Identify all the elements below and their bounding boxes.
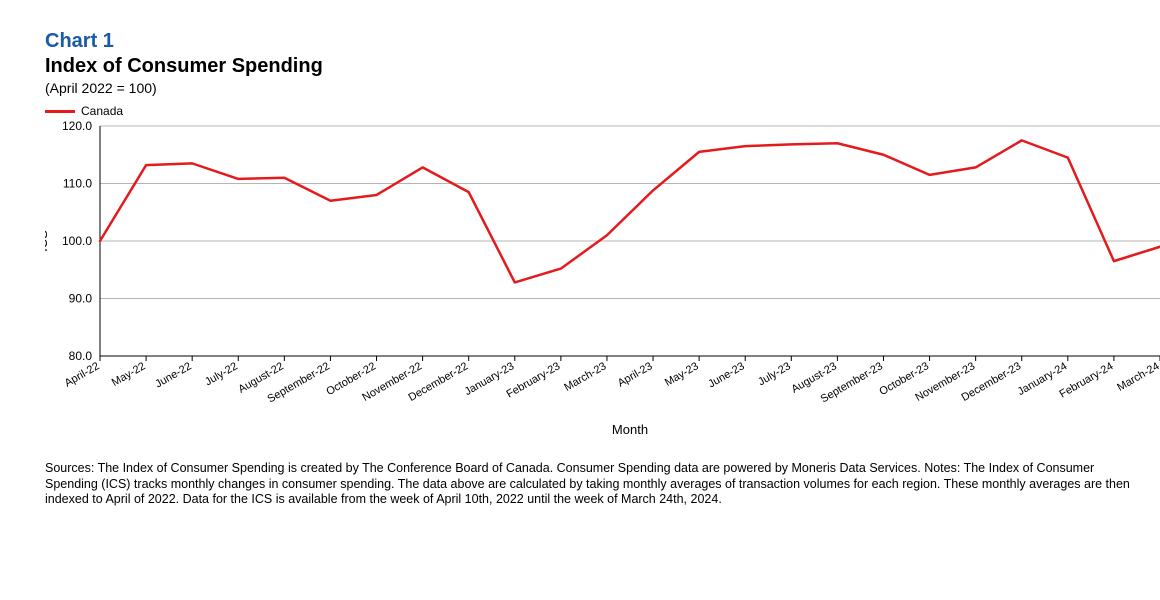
y-axis-label: ICS: [45, 230, 50, 252]
legend: Canada: [45, 104, 1140, 118]
chart-number: Chart 1: [45, 30, 1140, 53]
footnote: Sources: The Index of Consumer Spending …: [45, 461, 1140, 508]
x-tick-label: July-23: [756, 360, 793, 388]
y-tick-label: 80.0: [69, 349, 93, 363]
x-tick-label: June-22: [153, 360, 193, 390]
x-axis-label: Month: [612, 422, 648, 437]
x-tick-label: April-22: [63, 360, 102, 389]
x-tick-label: June-23: [706, 360, 746, 390]
chart-subtitle: (April 2022 = 100): [45, 80, 1140, 96]
y-tick-label: 90.0: [69, 292, 93, 306]
x-tick-label: May-22: [110, 360, 148, 389]
legend-label: Canada: [81, 104, 123, 118]
y-tick-label: 100.0: [62, 234, 92, 248]
x-tick-label: April-23: [616, 360, 655, 389]
x-tick-label: July-22: [203, 360, 240, 388]
chart-area: 80.090.0100.0110.0120.0April-22May-22Jun…: [45, 120, 1140, 451]
legend-swatch: [45, 110, 75, 113]
y-tick-label: 120.0: [62, 120, 92, 133]
y-tick-label: 110.0: [63, 177, 92, 191]
x-tick-label: March-23: [562, 360, 608, 394]
chart-title: Index of Consumer Spending: [45, 55, 1140, 78]
line-chart: 80.090.0100.0110.0120.0April-22May-22Jun…: [45, 120, 1160, 446]
chart-container: Chart 1 Index of Consumer Spending (Apri…: [0, 0, 1160, 600]
x-tick-label: March-24: [1115, 360, 1160, 394]
series-line-canada: [100, 140, 1160, 282]
x-tick-label: May-23: [663, 360, 701, 389]
